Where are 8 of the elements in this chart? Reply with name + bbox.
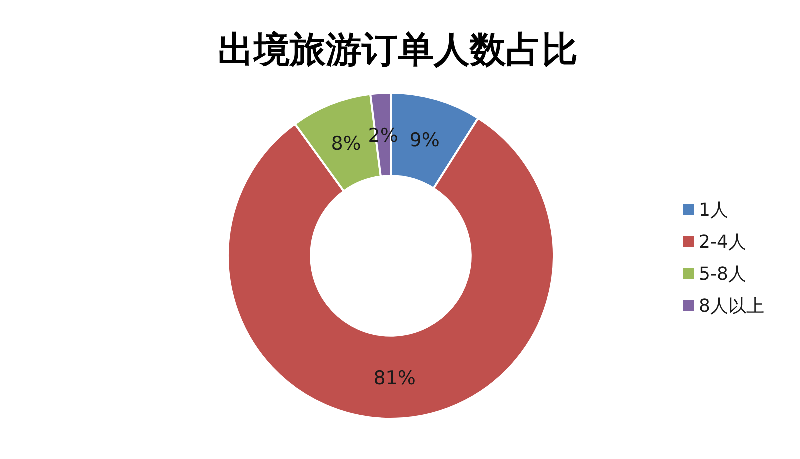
chart-title: 出境旅游订单人数占比 [218, 30, 578, 71]
legend-label: 2-4人 [699, 232, 746, 253]
data-label: 8% [331, 133, 362, 156]
legend-label: 1人 [699, 200, 728, 221]
legend-label: 8人以上 [699, 296, 764, 317]
data-label: 81% [374, 367, 416, 390]
legend-label: 5-8人 [699, 264, 746, 285]
data-label: 9% [410, 129, 440, 152]
